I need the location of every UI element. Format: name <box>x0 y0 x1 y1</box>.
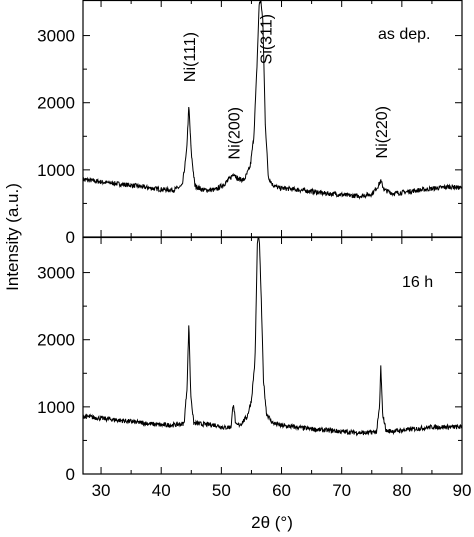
y-tick-label: 1000 <box>37 161 75 180</box>
peak-label: Ni(200) <box>226 107 243 159</box>
x-tick-label: 90 <box>453 481 472 500</box>
x-tick-label: 40 <box>152 481 171 500</box>
panels-layer: 0 1000 2000 3000 as dep. Ni(111) Ni(200) Si(311… <box>37 0 471 500</box>
y-axis-title: Intensity (a.u.) <box>3 183 22 291</box>
panel-2: 0 1000 2000 3000 16 h 30 40 50 60 70 80 90 <box>37 236 472 500</box>
y-tick-label: 2000 <box>37 331 75 350</box>
peak-label: Si(311) <box>258 14 275 64</box>
panel-label: 16 h <box>402 274 433 291</box>
y-tick-label: 1000 <box>37 398 75 417</box>
y-tick-label: 0 <box>66 465 75 484</box>
x-tick-label: 50 <box>212 481 231 500</box>
y-tick-label: 3000 <box>37 264 75 283</box>
x-tick-label: 30 <box>92 481 111 500</box>
x-tick-label: 80 <box>392 481 411 500</box>
x-axis-title: 2θ (°) <box>251 513 293 532</box>
x-tick-label: 70 <box>332 481 351 500</box>
panel-1: 0 1000 2000 3000 as dep. Ni(111) Ni(200) Si(311… <box>37 0 463 247</box>
plot-frame <box>82 236 463 475</box>
xrd-trace <box>83 0 462 200</box>
y-tick-label: 0 <box>66 228 75 247</box>
y-tick-label: 3000 <box>37 27 75 46</box>
y-tick-label: 2000 <box>37 94 75 113</box>
panel-label: as dep. <box>378 26 430 43</box>
x-tick-label: 60 <box>272 481 291 500</box>
peak-label: Ni(220) <box>374 106 391 158</box>
peak-label: Ni(111) <box>182 32 199 82</box>
xrd-trace <box>83 237 462 437</box>
